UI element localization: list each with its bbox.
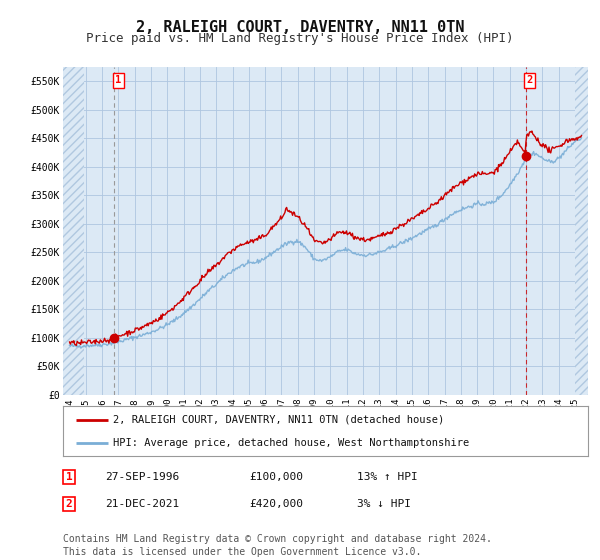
Text: 2, RALEIGH COURT, DAVENTRY, NN11 0TN (detached house): 2, RALEIGH COURT, DAVENTRY, NN11 0TN (de… (113, 414, 444, 424)
Text: 2: 2 (527, 76, 533, 85)
Text: £420,000: £420,000 (249, 499, 303, 509)
Text: 2, RALEIGH COURT, DAVENTRY, NN11 0TN: 2, RALEIGH COURT, DAVENTRY, NN11 0TN (136, 20, 464, 35)
Text: 21-DEC-2021: 21-DEC-2021 (105, 499, 179, 509)
Text: 13% ↑ HPI: 13% ↑ HPI (357, 472, 418, 482)
Text: 1: 1 (65, 472, 73, 482)
Text: Contains HM Land Registry data © Crown copyright and database right 2024.
This d: Contains HM Land Registry data © Crown c… (63, 534, 492, 557)
Text: 3% ↓ HPI: 3% ↓ HPI (357, 499, 411, 509)
Text: 1: 1 (115, 76, 122, 85)
Bar (575, 67, 588, 395)
Text: £100,000: £100,000 (249, 472, 303, 482)
Text: Price paid vs. HM Land Registry's House Price Index (HPI): Price paid vs. HM Land Registry's House … (86, 32, 514, 45)
Text: 2: 2 (65, 499, 73, 509)
Text: 27-SEP-1996: 27-SEP-1996 (105, 472, 179, 482)
Text: HPI: Average price, detached house, West Northamptonshire: HPI: Average price, detached house, West… (113, 438, 469, 448)
Bar (63, 67, 84, 395)
